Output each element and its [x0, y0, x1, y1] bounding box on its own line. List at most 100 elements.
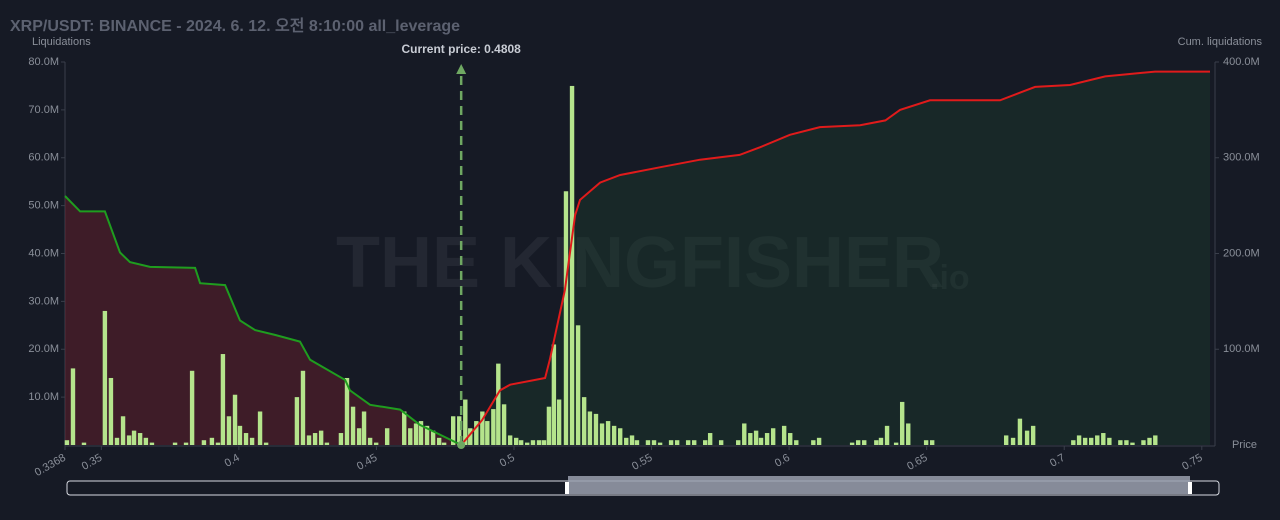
- bar: [611, 425, 617, 445]
- bar: [131, 430, 137, 445]
- bar: [668, 440, 674, 445]
- bar: [811, 440, 816, 445]
- bar: [518, 440, 524, 445]
- bar: [1088, 437, 1094, 445]
- bar: [703, 440, 708, 445]
- bar: [530, 440, 536, 445]
- bar: [563, 191, 569, 445]
- bar: [617, 428, 623, 445]
- bar: [120, 416, 126, 445]
- bar: [753, 430, 759, 445]
- bar: [338, 433, 344, 445]
- bar: [575, 325, 581, 445]
- bar: [367, 437, 373, 445]
- bar: [501, 404, 507, 445]
- bar: [569, 85, 575, 445]
- bar: [126, 435, 132, 445]
- bar: [645, 440, 651, 445]
- bar: [707, 433, 713, 445]
- current-price-label: Current price: 0.4808: [401, 42, 521, 56]
- bar: [413, 423, 419, 445]
- bar: [209, 437, 215, 445]
- bar: [587, 411, 593, 445]
- bar: [878, 437, 884, 445]
- scroll-window[interactable]: [568, 476, 1190, 494]
- bar: [220, 354, 226, 445]
- bar: [685, 440, 691, 445]
- bar: [226, 416, 232, 445]
- bar: [906, 423, 911, 445]
- bar: [855, 440, 861, 445]
- chart-title: XRP/USDT: BINANCE - 2024. 6. 12. 오전 8:10…: [10, 17, 460, 35]
- bar: [408, 428, 413, 445]
- bar: [373, 442, 379, 445]
- bar: [312, 433, 318, 445]
- bar: [691, 440, 697, 445]
- bar: [249, 437, 255, 445]
- bar: [748, 433, 753, 445]
- bar: [1003, 435, 1009, 445]
- y-tick-label: 60.0M: [28, 152, 59, 164]
- bar: [1030, 425, 1036, 445]
- bar: [318, 430, 324, 445]
- current-price-arrow: [456, 64, 467, 74]
- bar: [356, 428, 362, 445]
- bar: [862, 440, 867, 445]
- bar: [1101, 433, 1106, 445]
- x-axis-label: Price: [1232, 439, 1257, 451]
- bar: [1147, 437, 1152, 445]
- bar: [485, 421, 490, 445]
- y-tick-label: 80.0M: [28, 56, 59, 68]
- scroll-handle[interactable]: [565, 482, 569, 494]
- bar: [1124, 440, 1129, 445]
- bar: [893, 442, 899, 445]
- bar: [651, 440, 657, 445]
- y2-tick-label: 400.0M: [1223, 56, 1260, 68]
- y-tick-label: 40.0M: [28, 247, 59, 259]
- bar: [300, 370, 306, 445]
- bar: [513, 437, 519, 445]
- cum-area: [65, 196, 462, 445]
- bar: [1118, 440, 1123, 445]
- bar: [361, 411, 367, 445]
- scroll-handle[interactable]: [1188, 482, 1192, 494]
- bar: [189, 370, 195, 445]
- bar: [344, 377, 350, 445]
- bar: [232, 394, 238, 445]
- bar: [463, 399, 468, 445]
- watermark: THE KINGFISHER: [336, 223, 944, 303]
- bar: [525, 442, 530, 445]
- bar: [468, 428, 473, 445]
- bar: [674, 440, 680, 445]
- bar: [507, 435, 513, 445]
- bar: [306, 435, 312, 445]
- current-price-dot: [457, 441, 466, 449]
- y2-tick-label: 200.0M: [1223, 247, 1260, 259]
- bar: [257, 411, 263, 445]
- bar: [137, 433, 143, 445]
- bar: [1024, 430, 1030, 445]
- scrollbar[interactable]: [66, 476, 1220, 496]
- bar: [457, 416, 462, 445]
- bar: [536, 440, 542, 445]
- y-tick-label: 70.0M: [28, 104, 59, 116]
- bar: [1071, 440, 1076, 445]
- bar: [634, 440, 640, 445]
- bar: [1017, 418, 1023, 445]
- bar: [201, 440, 207, 445]
- bar: [657, 442, 663, 445]
- bar: [243, 433, 249, 445]
- y-tick-label: 50.0M: [28, 200, 59, 212]
- bar: [624, 437, 629, 445]
- bar: [770, 428, 776, 445]
- bar: [1076, 435, 1082, 445]
- bar: [629, 435, 635, 445]
- bar: [430, 430, 436, 445]
- bar: [1130, 442, 1135, 445]
- bar: [1107, 437, 1112, 445]
- bar: [114, 437, 120, 445]
- bar: [899, 401, 905, 445]
- bar: [764, 433, 770, 445]
